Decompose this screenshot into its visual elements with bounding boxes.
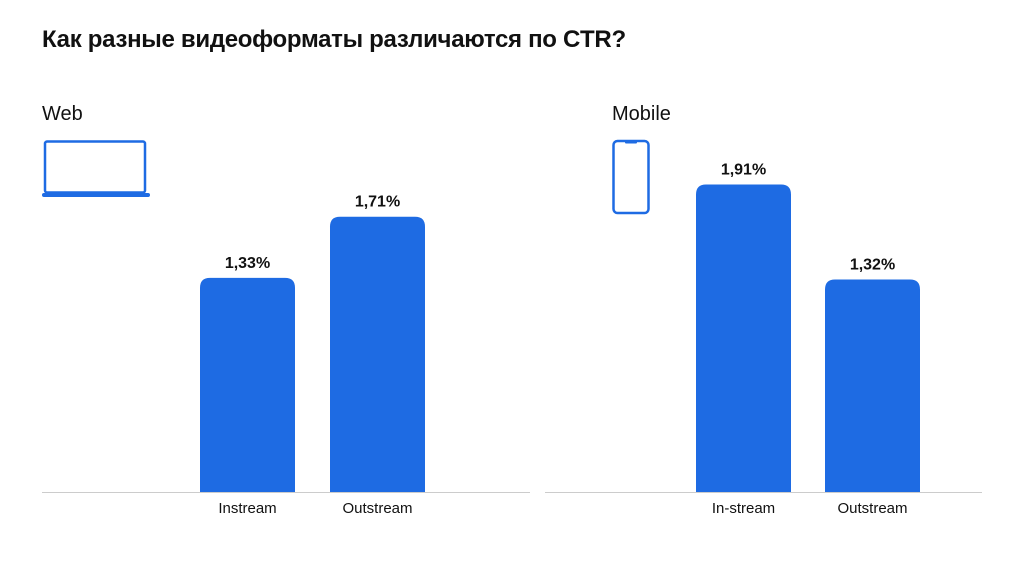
- page-title: Как разные видеоформаты различаются по C…: [42, 26, 626, 53]
- web-panel-title: Web: [42, 103, 83, 125]
- bar-outstream: [825, 279, 920, 492]
- data-label: 1,71%: [355, 194, 400, 211]
- category-label: Instream: [218, 500, 276, 517]
- data-label: 1,91%: [721, 161, 766, 178]
- smartphone-icon: [612, 139, 650, 215]
- category-label: Outstream: [342, 500, 412, 517]
- category-label: Outstream: [837, 500, 907, 517]
- category-label: In-stream: [712, 500, 775, 517]
- bar-in-stream: [696, 184, 791, 493]
- bar-instream: [200, 277, 295, 492]
- bar-outstream: [330, 216, 425, 492]
- data-label: 1,32%: [850, 256, 895, 273]
- data-label: 1,33%: [225, 255, 270, 272]
- mobile-panel-title: Mobile: [612, 103, 671, 125]
- laptop-icon: [42, 140, 150, 197]
